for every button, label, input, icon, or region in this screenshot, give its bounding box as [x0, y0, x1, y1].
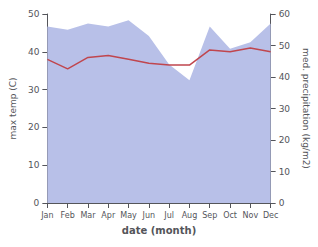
svg-text:Jan: Jan [40, 211, 53, 220]
svg-text:60: 60 [279, 9, 291, 19]
svg-text:30: 30 [279, 104, 291, 114]
svg-text:40: 40 [279, 72, 291, 82]
svg-text:Aug: Aug [182, 211, 198, 220]
svg-text:10: 10 [28, 160, 40, 170]
svg-text:Jul: Jul [163, 211, 174, 220]
svg-text:date (month): date (month) [122, 225, 196, 236]
svg-text:max temp (C): max temp (C) [8, 77, 18, 139]
svg-text:Mar: Mar [80, 211, 96, 220]
svg-text:Sep: Sep [202, 211, 217, 220]
svg-text:30: 30 [28, 85, 40, 95]
svg-text:10: 10 [279, 167, 291, 177]
svg-text:Feb: Feb [61, 211, 75, 220]
svg-text:Nov: Nov [243, 211, 259, 220]
svg-text:50: 50 [28, 9, 40, 19]
svg-text:med. precipitation (kg/m2): med. precipitation (kg/m2) [301, 48, 311, 169]
svg-text:0: 0 [279, 198, 285, 208]
svg-text:Oct: Oct [223, 211, 237, 220]
svg-text:0: 0 [34, 198, 40, 208]
svg-text:50: 50 [279, 41, 291, 51]
svg-text:Dec: Dec [263, 211, 278, 220]
svg-text:20: 20 [279, 135, 291, 145]
svg-text:Jun: Jun [142, 211, 156, 220]
svg-text:40: 40 [28, 47, 40, 57]
svg-text:Apr: Apr [101, 211, 116, 220]
svg-text:May: May [120, 211, 137, 220]
svg-text:20: 20 [28, 122, 40, 132]
